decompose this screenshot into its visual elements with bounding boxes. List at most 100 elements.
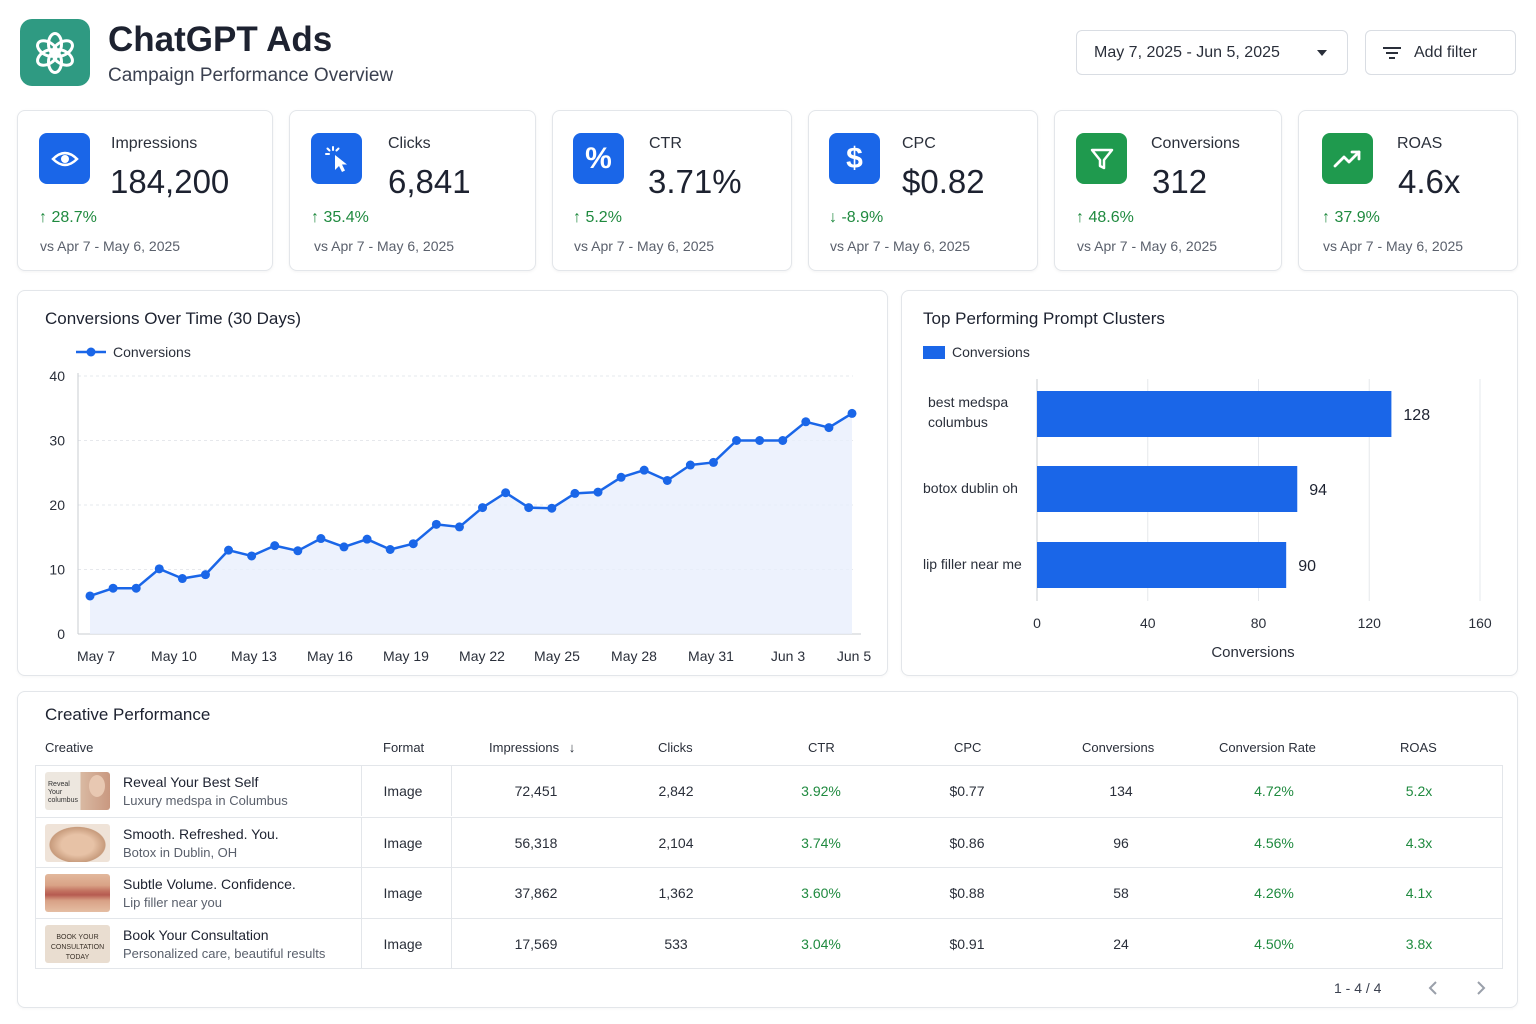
cursor-click-icon [311, 133, 362, 184]
col-header-clicks[interactable]: Clicks [658, 740, 693, 755]
cell-format: Image [383, 885, 423, 901]
x-tick-label: May 19 [383, 648, 429, 664]
line-chart: Conversions 0 10 20 30 40 May 7 May 10 May 13 May… [49, 344, 871, 664]
kpi-value: $0.82 [902, 163, 985, 200]
cell-impressions: 17,569 [514, 936, 558, 952]
chevron-right-icon[interactable] [1471, 979, 1489, 997]
table-row[interactable]: BOOK YOUR CONSULTATION TODAY Book Your C… [36, 918, 1502, 969]
arrow-up-icon: ↑ [1322, 209, 1330, 226]
creative-subtitle: Luxury medspa in Columbus [123, 793, 288, 808]
sort-down-icon: ↓ [568, 740, 576, 755]
x-tick-label: May 25 [534, 648, 580, 664]
data-point [316, 534, 326, 544]
kpi-card-ctr: % CTR 3.71% ↑ 5.2% vs Apr 7 - May 6, 202… [552, 110, 792, 271]
creative-thumbnail: Reveal Your columbus [45, 772, 110, 810]
cell-impressions: 37,862 [514, 885, 558, 901]
cell-format: Image [383, 936, 423, 952]
data-point [154, 564, 164, 574]
data-point [177, 574, 187, 584]
page-subtitle: Campaign Performance Overview [108, 65, 394, 86]
data-point [200, 570, 210, 580]
col-header-conversions[interactable]: Conversions [1082, 740, 1155, 755]
kpi-value: 4.6x [1398, 163, 1461, 200]
data-point [685, 460, 695, 470]
series-line [89, 412, 853, 598]
data-point [362, 534, 372, 544]
area-fill [90, 413, 852, 634]
x-tick-label: May 7 [77, 648, 115, 664]
kpi-card-conversions: Conversions 312 ↑ 48.6% vs Apr 7 - May 6… [1054, 110, 1282, 271]
cell-impressions: 72,451 [514, 783, 558, 799]
kpi-label: CPC [902, 135, 936, 152]
y-tick-label: 10 [49, 562, 65, 578]
data-label: 90 [1298, 558, 1316, 575]
x-tick-label: Jun 5 [837, 648, 871, 664]
col-header-ctr[interactable]: CTR [808, 740, 835, 755]
add-filter-button[interactable]: Add filter [1365, 30, 1516, 75]
category-label: botox dublin oh [923, 480, 1018, 496]
table-row[interactable]: Reveal Your columbus Reveal Your Best Se… [36, 766, 1502, 817]
legend-label: Conversions [113, 344, 191, 360]
arrow-up-icon: ↑ [573, 209, 581, 226]
data-point [593, 487, 603, 497]
conversions-over-time-panel: Conversions Over Time (30 Days) Conversi… [17, 290, 888, 676]
kpi-label: CTR [649, 135, 682, 152]
arrow-up-icon: ↑ [1076, 209, 1084, 226]
arrow-up-icon: ↑ [311, 209, 319, 226]
cell-conversion-rate: 4.56% [1254, 835, 1294, 851]
cell-conversion-rate: 4.26% [1254, 885, 1294, 901]
col-header-format[interactable]: Format [383, 740, 425, 755]
date-range-picker[interactable]: May 7, 2025 - Jun 5, 2025 [1076, 30, 1348, 75]
cell-conversion-rate: 4.50% [1254, 936, 1294, 952]
data-point [547, 503, 557, 513]
data-point [639, 465, 649, 475]
cell-cpc: $0.77 [949, 783, 985, 799]
kpi-label: Impressions [111, 135, 198, 152]
data-point [662, 475, 672, 485]
data-point [524, 503, 534, 513]
x-axis-label: Conversions [1211, 644, 1294, 661]
kpi-value: 3.71% [648, 163, 742, 200]
data-point [385, 545, 395, 555]
kpi-value: 6,841 [388, 163, 471, 200]
creative-subtitle: Lip filler near you [123, 895, 222, 910]
x-tick-label: May 31 [688, 648, 734, 664]
x-tick-label: May 13 [231, 648, 277, 664]
table-row[interactable]: Smooth. Refreshed. You. Botox in Dublin,… [36, 817, 1502, 868]
chevron-left-icon[interactable] [1425, 979, 1443, 997]
col-header-impressions[interactable]: Impressions ↓ [489, 740, 576, 755]
x-tick-label: 120 [1358, 615, 1382, 631]
data-point [431, 519, 441, 529]
col-header-conversion-rate[interactable]: Conversion Rate [1219, 740, 1316, 755]
kpi-delta: ↑ 37.9% [1322, 209, 1380, 226]
percent-icon: % [573, 133, 624, 184]
cell-roas: 4.1x [1405, 885, 1433, 901]
cell-format: Image [383, 783, 423, 799]
table-row[interactable]: Subtle Volume. Confidence. Lip filler ne… [36, 867, 1502, 918]
col-header-roas[interactable]: ROAS [1400, 740, 1437, 755]
col-header-creative[interactable]: Creative [45, 740, 94, 755]
cell-ctr: 3.60% [801, 885, 841, 901]
data-point [501, 488, 511, 498]
x-tick-label: 0 [1033, 615, 1041, 631]
page-header: ChatGPT Ads Campaign Performance Overvie… [0, 0, 1536, 100]
x-tick-label: May 22 [459, 648, 505, 664]
data-point [755, 436, 765, 445]
bar [1037, 542, 1287, 588]
eye-icon [39, 133, 90, 184]
data-point [824, 423, 834, 433]
kpi-delta: ↑ 35.4% [311, 209, 369, 226]
creative-title: Reveal Your Best Self [123, 774, 259, 790]
arrow-up-icon: ↑ [39, 209, 47, 226]
kpi-card-roas: ROAS 4.6x ↑ 37.9% vs Apr 7 - May 6, 2025 [1298, 110, 1518, 271]
kpi-label: ROAS [1397, 135, 1443, 152]
data-point [85, 591, 95, 601]
legend-swatch [923, 346, 945, 359]
data-point [408, 539, 418, 549]
cell-roas: 3.8x [1405, 936, 1433, 952]
table-body: Reveal Your columbus Reveal Your Best Se… [35, 765, 1503, 969]
y-tick-label: 20 [49, 497, 65, 513]
col-header-cpc[interactable]: CPC [954, 740, 982, 755]
data-point [778, 436, 788, 445]
bar [1037, 466, 1298, 512]
